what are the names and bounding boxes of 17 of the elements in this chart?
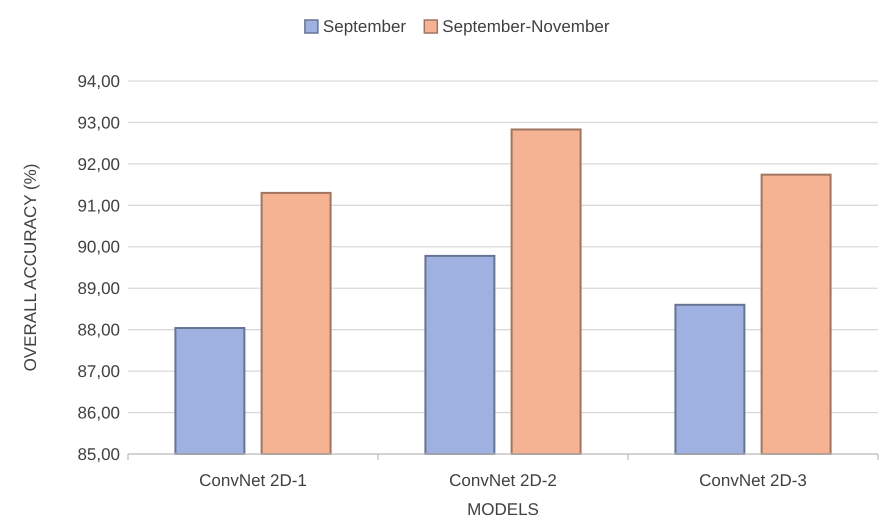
legend-label: September bbox=[322, 16, 406, 36]
y-tick-label: 89,00 bbox=[77, 279, 120, 298]
x-tick-label: ConvNet 2D-2 bbox=[449, 471, 557, 490]
legend-label: September-November bbox=[442, 16, 610, 36]
y-tick-label: 91,00 bbox=[77, 196, 120, 216]
y-tick-label: 90,00 bbox=[77, 238, 120, 257]
x-axis-title: MODELS bbox=[467, 500, 539, 519]
x-tick-label: ConvNet 2D-3 bbox=[699, 471, 807, 490]
y-tick-label: 86,00 bbox=[77, 404, 120, 423]
y-tick-label: 93,00 bbox=[77, 113, 120, 132]
y-tick-label: 87,00 bbox=[77, 362, 120, 382]
x-tick-label: ConvNet 2D-1 bbox=[199, 471, 307, 490]
y-tick-label: 92,00 bbox=[77, 154, 120, 174]
y-tick-label: 88,00 bbox=[77, 320, 120, 340]
y-tick-label: 94,00 bbox=[77, 72, 120, 91]
y-axis-title: OVERALL ACCURACY (%) bbox=[21, 164, 40, 372]
y-tick-label: 85,00 bbox=[77, 444, 120, 464]
